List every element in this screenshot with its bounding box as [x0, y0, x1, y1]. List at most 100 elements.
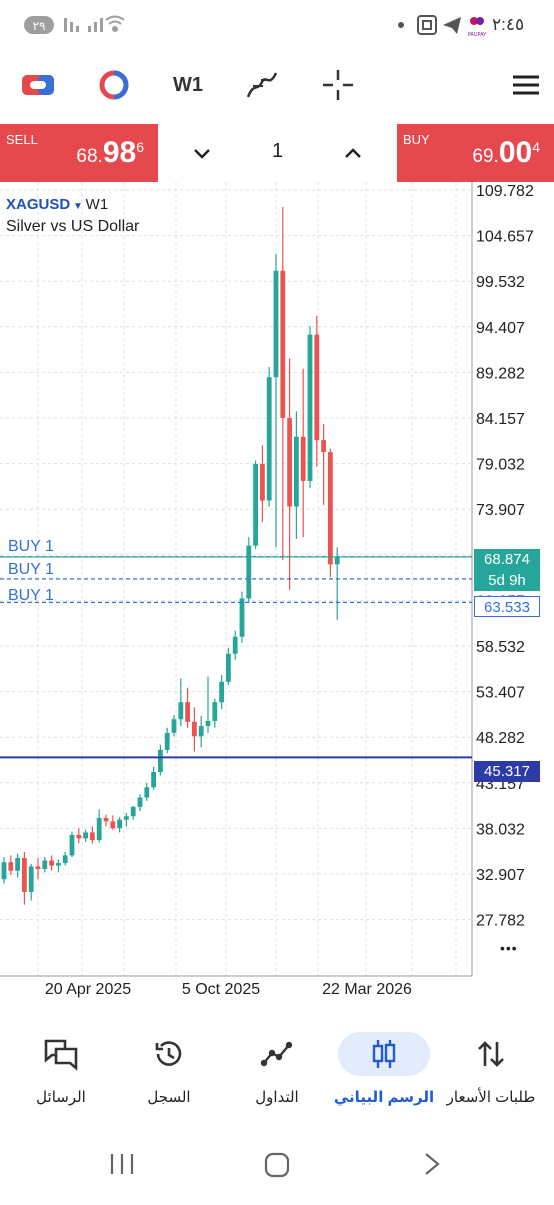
- y-axis-tick-label: 58.532: [476, 639, 525, 656]
- candle-bearish: [22, 857, 27, 892]
- candle-bullish: [226, 653, 231, 682]
- battery-level: ٢٩: [33, 19, 46, 33]
- bar-countdown-tag: 5d 9h: [474, 570, 540, 591]
- y-axis-tick-label: 84.157: [476, 411, 525, 428]
- chart-title[interactable]: XAGUSD ▼ W1: [6, 196, 108, 213]
- candle-bullish: [205, 720, 211, 727]
- y-axis-tick-label: 32.907: [476, 867, 525, 884]
- candle-bearish: [110, 821, 116, 829]
- indicators-button[interactable]: [94, 66, 134, 104]
- symbol-dropdown-icon[interactable]: ▼: [70, 201, 86, 212]
- system-navigation: [0, 1130, 554, 1200]
- candle-bullish: [178, 702, 184, 720]
- symbol-name[interactable]: XAGUSD: [6, 196, 71, 213]
- candle-bearish: [185, 702, 190, 722]
- candle-bullish: [117, 819, 122, 829]
- wifi-icon: [105, 15, 125, 32]
- candle-bullish: [137, 797, 143, 807]
- buy-price-prefix: 69.: [472, 146, 499, 167]
- buy-price-pips: 00: [498, 136, 533, 169]
- buy-button[interactable]: BUY 69.004: [397, 124, 554, 182]
- candle-bearish: [103, 817, 109, 822]
- status-icons: ٢٩ PAUPAY: [24, 15, 488, 38]
- order-label[interactable]: BUY 1: [8, 561, 54, 578]
- x-axis-tick-label: 20 Apr 2025: [45, 981, 131, 998]
- nav-chart-icon-wrap: [329, 1030, 439, 1078]
- sell-button[interactable]: SELL 68.986: [0, 124, 158, 182]
- nav-messages-icon-wrap: [6, 1030, 116, 1078]
- chart-more-button[interactable]: •••: [500, 940, 518, 956]
- chart-toolbar: W1: [0, 52, 554, 118]
- y-axis-tick-label: 38.032: [476, 821, 525, 838]
- paupay-icon: PAUPAY: [468, 17, 488, 38]
- candle-bullish: [15, 857, 20, 871]
- history-icon: [155, 1041, 182, 1066]
- sell-price-pips: 98: [102, 136, 137, 169]
- sell-price-point: 6: [136, 138, 144, 155]
- y-axis-tick-label: 27.782: [476, 913, 525, 930]
- candle-bullish: [124, 816, 129, 820]
- quick-trade-icon: [22, 75, 54, 95]
- sell-price-prefix: 68.: [76, 146, 103, 167]
- lot-value[interactable]: 1: [271, 140, 284, 162]
- screenshot-icon: [417, 15, 437, 35]
- svg-text:PAUPAY: PAUPAY: [468, 32, 488, 38]
- candle-bullish: [246, 545, 252, 599]
- nav-label: السجل: [147, 1089, 191, 1106]
- candle-bullish: [232, 636, 238, 654]
- nav-history[interactable]: السجل: [114, 1026, 224, 1116]
- timeframe-button[interactable]: W1: [173, 73, 203, 96]
- menu-button[interactable]: [506, 66, 546, 104]
- crosshair-button[interactable]: [318, 66, 358, 104]
- candle-bullish: [96, 817, 102, 841]
- candle-bullish: [56, 863, 61, 866]
- nav-label: الرسائل: [36, 1089, 86, 1106]
- candle-bearish: [328, 452, 333, 565]
- nav-quotes[interactable]: طلبات الأسعار: [436, 1026, 546, 1116]
- candle-bullish: [62, 855, 68, 864]
- chart-icon: [372, 1040, 396, 1068]
- nav-quotes-icon-wrap: [436, 1030, 546, 1078]
- sim-signal-icon: [64, 18, 79, 32]
- messages-icon: [44, 1039, 78, 1071]
- nav-messages[interactable]: الرسائل: [6, 1026, 116, 1116]
- nav-history-icon-wrap: [114, 1030, 224, 1078]
- lot-increase-button chevron-up-icon[interactable]: [343, 146, 363, 160]
- nav-chart[interactable]: الرسم البياني: [329, 1026, 439, 1116]
- nav-trade[interactable]: التداول: [222, 1026, 332, 1116]
- price-chart[interactable]: 109.782 104.657 99.532 94.407 89.282 84.157 79…: [0, 182, 554, 1002]
- candle-bearish: [90, 832, 95, 841]
- nav-label: التداول: [255, 1089, 299, 1106]
- candle-bullish: [219, 681, 224, 703]
- sell-label: SELL: [6, 132, 38, 147]
- candle-bullish: [42, 860, 48, 869]
- buy-price: 69.004: [472, 136, 540, 170]
- lot-decrease-button chevron-down-icon[interactable]: [192, 147, 212, 161]
- quick-trade-button[interactable]: [18, 66, 58, 104]
- y-axis-tick-label: 94.407: [476, 320, 525, 337]
- system-nav-icons: [110, 1152, 440, 1178]
- candle-bearish: [260, 463, 265, 501]
- hline-price-tag: 45.317: [474, 761, 540, 782]
- candle-bearish: [314, 334, 320, 441]
- indicators-icon: [99, 70, 129, 100]
- order-label[interactable]: BUY 1: [8, 538, 54, 555]
- chart-canvas[interactable]: 109.782 104.657 99.532 94.407 89.282 84.157 79…: [0, 182, 554, 1002]
- order-label[interactable]: BUY 1: [8, 587, 54, 604]
- candle-bearish: [321, 440, 326, 453]
- recents-icon: [110, 1154, 134, 1174]
- x-axis-tick-label: 5 Oct 2025: [182, 981, 260, 998]
- candle-bullish: [1, 862, 7, 880]
- candle-bullish: [307, 334, 313, 481]
- candle-bullish: [198, 726, 204, 737]
- objects-button[interactable]: [242, 66, 282, 104]
- candle-bullish: [212, 702, 218, 721]
- one-click-trade-panel: SELL 68.986 1 BUY 69.004: [0, 124, 554, 182]
- candle-bearish: [49, 860, 54, 866]
- y-axis-tick-label: 79.032: [476, 457, 525, 474]
- status-bar: ٢٩ PAUPAY ٢:٤٥: [0, 0, 554, 52]
- candle-bearish: [287, 418, 292, 507]
- candle-bullish: [144, 787, 150, 798]
- candle-bearish: [76, 834, 82, 839]
- y-axis-tick-label: 109.782: [476, 183, 534, 200]
